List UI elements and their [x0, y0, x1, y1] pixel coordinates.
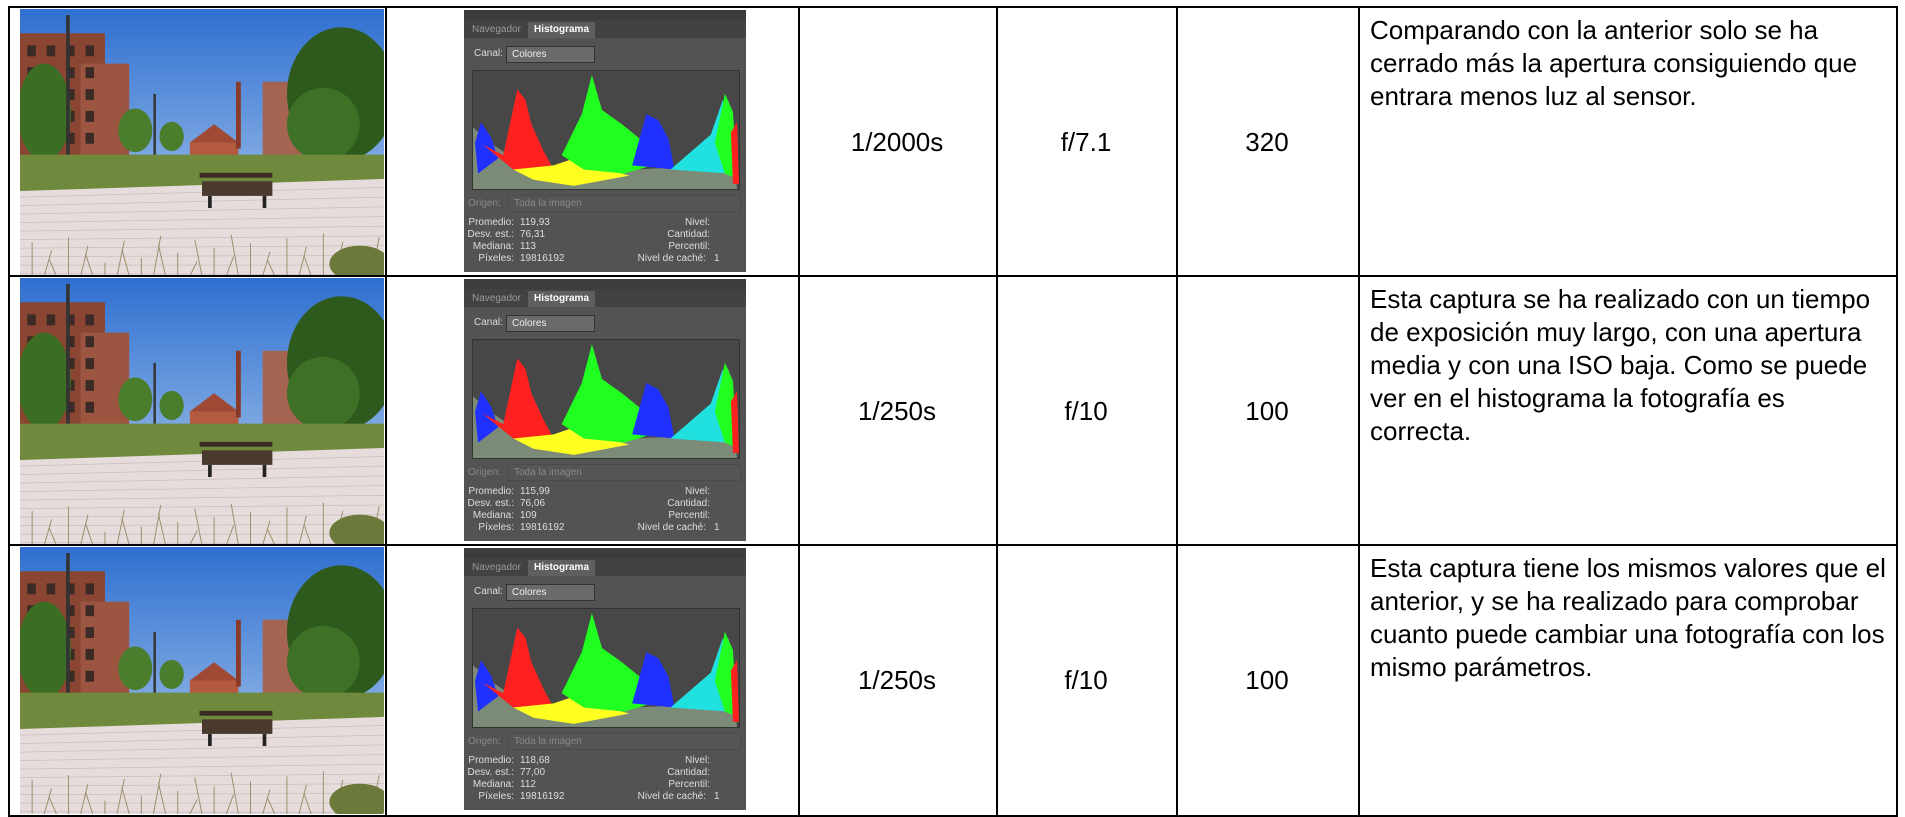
- cell-border: [8, 546, 10, 815]
- photo: [20, 547, 384, 814]
- stat-value: 19816192: [520, 791, 565, 802]
- cell-border: [1358, 546, 1360, 815]
- stat-value: 112: [520, 779, 536, 790]
- stat-label: Píxeles:: [478, 791, 514, 802]
- cell-border: [8, 8, 10, 277]
- shutter: 1/250s: [798, 546, 996, 815]
- stat-label: Cantidad:: [667, 498, 710, 509]
- description: Esta captura tiene los mismos valores qu…: [1370, 552, 1890, 684]
- stat-value: 77,00: [520, 767, 545, 778]
- stat-value: 76,06: [520, 498, 545, 509]
- stat-label: Mediana:: [473, 779, 514, 790]
- stat-value: 1: [714, 522, 720, 533]
- stat-label: Nivel:: [685, 755, 710, 766]
- aperture: f/7.1: [996, 8, 1176, 277]
- stat-label: Nivel:: [685, 486, 710, 497]
- cell-border: [8, 277, 10, 546]
- cell-border: [385, 546, 387, 815]
- channel-dropdown: Colores: [506, 46, 595, 63]
- stat-label: Promedio:: [468, 217, 514, 228]
- description: Esta captura se ha realizado con un tiem…: [1370, 283, 1890, 448]
- iso: 100: [1176, 277, 1358, 546]
- tab: Navegador: [466, 22, 527, 38]
- channel-label: Canal:: [474, 48, 503, 59]
- stat-label: Nivel de caché:: [638, 522, 706, 533]
- source-label: Origen:: [468, 736, 501, 747]
- stat-label: Promedio:: [468, 755, 514, 766]
- stat-value: 113: [520, 241, 536, 252]
- cell-border: [1896, 277, 1898, 546]
- stat-label: Mediana:: [473, 510, 514, 521]
- tab: Histograma: [528, 560, 595, 576]
- stat-value: 76,31: [520, 229, 545, 240]
- shutter: 1/2000s: [798, 8, 996, 277]
- channel-dropdown: Colores: [506, 584, 595, 601]
- document: NavegadorHistogramaCanal:Colores Origen:…: [0, 0, 1905, 814]
- stat-value: 19816192: [520, 522, 565, 533]
- source-label: Origen:: [468, 467, 501, 478]
- channel-dropdown: Colores: [506, 315, 595, 332]
- stat-value: 109: [520, 510, 537, 521]
- tab: Histograma: [528, 291, 595, 307]
- description: Comparando con la anterior solo se ha ce…: [1370, 14, 1890, 113]
- stat-label: Desv. est.:: [468, 767, 515, 778]
- stat-label: Percentil:: [668, 241, 710, 252]
- cell-border: [1358, 8, 1360, 277]
- cell-border: [1896, 8, 1898, 277]
- stat-value: 1: [714, 253, 720, 264]
- stat-label: Píxeles:: [478, 253, 514, 264]
- photo: [20, 9, 384, 276]
- stat-label: Nivel de caché:: [638, 253, 706, 264]
- histogram: [472, 608, 740, 728]
- stat-label: Desv. est.:: [468, 229, 515, 240]
- channel-label: Canal:: [474, 317, 503, 328]
- stat-label: Píxeles:: [478, 522, 514, 533]
- stat-label: Nivel:: [685, 217, 710, 228]
- stat-label: Cantidad:: [667, 229, 710, 240]
- panel-strip: [464, 548, 746, 558]
- cell-border: [385, 8, 387, 277]
- source-dropdown: Toda la imagen: [508, 733, 741, 750]
- stat-label: Percentil:: [668, 779, 710, 790]
- stat-label: Cantidad:: [667, 767, 710, 778]
- tab: Navegador: [466, 560, 527, 576]
- cell-border: [385, 277, 387, 546]
- stat-value: 119,93: [520, 217, 550, 228]
- stat-label: Desv. est.:: [468, 498, 515, 509]
- source-dropdown: Toda la imagen: [508, 195, 741, 212]
- aperture: f/10: [996, 546, 1176, 815]
- histogram: [472, 70, 740, 190]
- cell-border: [1358, 277, 1360, 546]
- aperture: f/10: [996, 277, 1176, 546]
- stat-value: 115,99: [520, 486, 550, 497]
- channel-label: Canal:: [474, 586, 503, 597]
- source-dropdown: Toda la imagen: [508, 464, 741, 481]
- stat-label: Promedio:: [468, 486, 514, 497]
- tab: Navegador: [466, 291, 527, 307]
- stat-label: Percentil:: [668, 510, 710, 521]
- shutter: 1/250s: [798, 277, 996, 546]
- photo: [20, 278, 384, 545]
- histogram: [472, 339, 740, 459]
- stat-label: Nivel de caché:: [638, 791, 706, 802]
- cell-border: [1896, 546, 1898, 815]
- iso: 320: [1176, 8, 1358, 277]
- stat-label: Mediana:: [473, 241, 514, 252]
- stat-value: 1: [714, 791, 720, 802]
- panel-strip: [464, 279, 746, 289]
- stat-value: 118,68: [520, 755, 550, 766]
- iso: 100: [1176, 546, 1358, 815]
- source-label: Origen:: [468, 198, 501, 209]
- stat-value: 19816192: [520, 253, 565, 264]
- panel-strip: [464, 10, 746, 20]
- tab: Histograma: [528, 22, 595, 38]
